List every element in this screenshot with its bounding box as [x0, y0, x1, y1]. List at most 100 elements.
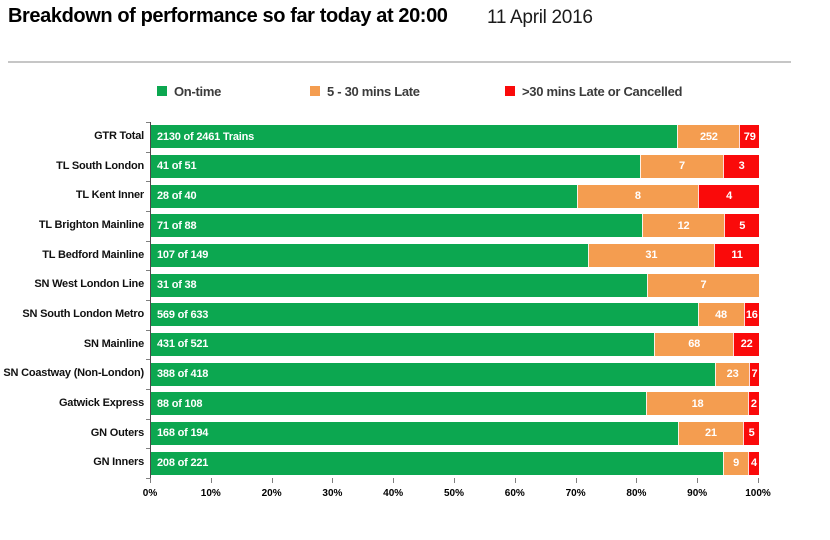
category-label: SN Coastway (Non-London): [3, 367, 144, 380]
x-axis-tick: [271, 478, 273, 483]
bar-segment-very-late: 16: [743, 303, 759, 327]
legend-item-on-time: On-time: [156, 84, 221, 99]
bar-segment-very-late: 4: [698, 184, 759, 208]
segment-value-label: 569 of 633: [157, 308, 209, 321]
bar-row: 71 of 88 12 5: [151, 211, 759, 241]
segment-value-label: 48: [715, 308, 727, 321]
x-axis-tick: [514, 478, 516, 483]
category-label: TL Kent Inner: [75, 189, 144, 202]
bar-segment-late: 68: [653, 332, 734, 356]
bar-track: 569 of 633 48 16: [151, 303, 759, 327]
y-axis-tick: [146, 211, 150, 212]
bar-segment-very-late: 79: [739, 125, 759, 149]
x-axis-tick: [332, 478, 334, 483]
category-label: SN West London Line: [34, 278, 144, 291]
bar-track: 31 of 38 7: [151, 273, 759, 297]
bar-segment-very-late: 5: [743, 421, 759, 445]
segment-value-label: 11: [731, 249, 743, 262]
category-label: GN Outers: [90, 426, 144, 439]
segment-value-label: 18: [691, 397, 704, 410]
y-axis-tick: [146, 359, 150, 361]
bar-row: 88 of 108 18 2: [151, 389, 759, 419]
x-axis-tick: [758, 478, 759, 483]
legend-label: 5 - 30 mins Late: [327, 83, 420, 99]
y-axis-tick: [146, 151, 150, 153]
category-label: Gatwick Express: [58, 396, 144, 409]
page-title: Breakdown of performance so far today at…: [8, 5, 448, 27]
segment-value-label: 4: [726, 190, 733, 203]
on-time-swatch-icon: [156, 85, 168, 97]
bar-segment-on-time: 2130 of 2461 Trains: [151, 125, 678, 149]
segment-value-label: 71 of 88: [157, 219, 197, 232]
bar-segment-very-late: 7: [748, 362, 759, 386]
legend-item-very-late: >30 mins Late or Cancelled: [504, 84, 682, 99]
x-axis-label: 50%: [443, 488, 465, 499]
very-late-swatch-icon: [504, 85, 516, 97]
bar-track: 28 of 40 8 4: [151, 184, 759, 208]
bar-segment-very-late: 5: [724, 214, 759, 238]
bar-segment-very-late: 3: [723, 154, 759, 178]
x-axis-label: 0%: [142, 488, 158, 499]
x-axis-tick: [454, 478, 455, 483]
segment-value-label: 9: [733, 457, 740, 470]
bar-segment-late: 23: [715, 362, 749, 386]
segment-value-label: 3: [738, 160, 745, 173]
bar-segment-late: 9: [723, 451, 748, 475]
segment-value-label: 7: [700, 279, 707, 292]
segment-value-label: 68: [688, 338, 701, 351]
bar-row: 107 of 149 31 11: [151, 241, 759, 271]
y-axis-tick: [146, 181, 150, 183]
bar-segment-late: 12: [641, 214, 725, 238]
x-axis-label: 90%: [687, 488, 708, 499]
bar-row: 28 of 40 8 4: [151, 181, 759, 211]
segment-value-label: 5: [748, 427, 755, 440]
y-axis-tick: [146, 478, 150, 479]
bar-segment-on-time: 168 of 194: [151, 421, 678, 445]
bar-track: 71 of 88 12 5: [151, 214, 759, 238]
bar-segment-on-time: 107 of 149: [151, 243, 588, 267]
y-axis-tick: [146, 270, 150, 272]
category-label: SN South London Metro: [22, 307, 144, 320]
x-axis-tick: [393, 478, 395, 483]
segment-value-label: 12: [677, 219, 690, 232]
segment-value-label: 8: [634, 190, 641, 203]
segment-value-label: 168 of 194: [157, 427, 209, 440]
bar-segment-late: 252: [677, 125, 740, 149]
bar-track: 168 of 194 21 5: [151, 421, 759, 445]
bar-segment-very-late: 2: [747, 392, 759, 416]
segment-value-label: 5: [739, 219, 746, 232]
segment-value-label: 31: [645, 249, 658, 262]
stacked-bar-plot: 2130 of 2461 Trains 252 79 41 of 51 7 3 28 of …: [150, 122, 759, 478]
bar-segment-on-time: 431 of 521: [151, 332, 654, 356]
bar-segment-on-time: 28 of 40: [151, 184, 577, 208]
y-axis-tick: [146, 389, 150, 390]
bar-segment-late: 31: [587, 243, 715, 267]
category-label: TL South London: [56, 159, 144, 172]
bar-segment-very-late: 4: [747, 451, 759, 475]
segment-value-label: 107 of 149: [157, 249, 209, 262]
x-axis-label: 100%: [745, 488, 771, 499]
category-label: GN Inners: [93, 456, 144, 469]
segment-value-label: 23: [726, 368, 739, 381]
bar-row: 2130 of 2461 Trains 252 79: [151, 122, 759, 152]
bar-segment-on-time: 71 of 88: [151, 214, 642, 238]
category-axis: GTR Total TL South London TL Kent Inner TL …: [0, 122, 144, 478]
x-axis-label: 30%: [322, 488, 343, 499]
y-axis-tick: [146, 329, 150, 331]
segment-value-label: 431 of 521: [157, 338, 209, 351]
bar-row: 168 of 194 21 5: [151, 419, 759, 449]
bar-track: 41 of 51 7 3: [151, 154, 759, 178]
bar-segment-on-time: 569 of 633: [151, 303, 698, 327]
bar-segment-on-time: 88 of 108: [151, 392, 647, 416]
bar-track: 208 of 221 9 4: [151, 451, 759, 475]
bar-track: 107 of 149 31 11: [151, 243, 759, 267]
segment-value-label: 41 of 51: [157, 160, 197, 173]
category-label: TL Brighton Mainline: [38, 218, 144, 231]
bar-segment-late: 18: [646, 392, 748, 416]
y-axis-tick: [146, 122, 150, 123]
x-axis-label: 80%: [626, 488, 647, 499]
category-label: GTR Total: [94, 130, 144, 142]
segment-value-label: 28 of 40: [157, 190, 197, 203]
bar-segment-late: 48: [697, 303, 744, 327]
bar-segment-on-time: 41 of 51: [151, 154, 640, 178]
